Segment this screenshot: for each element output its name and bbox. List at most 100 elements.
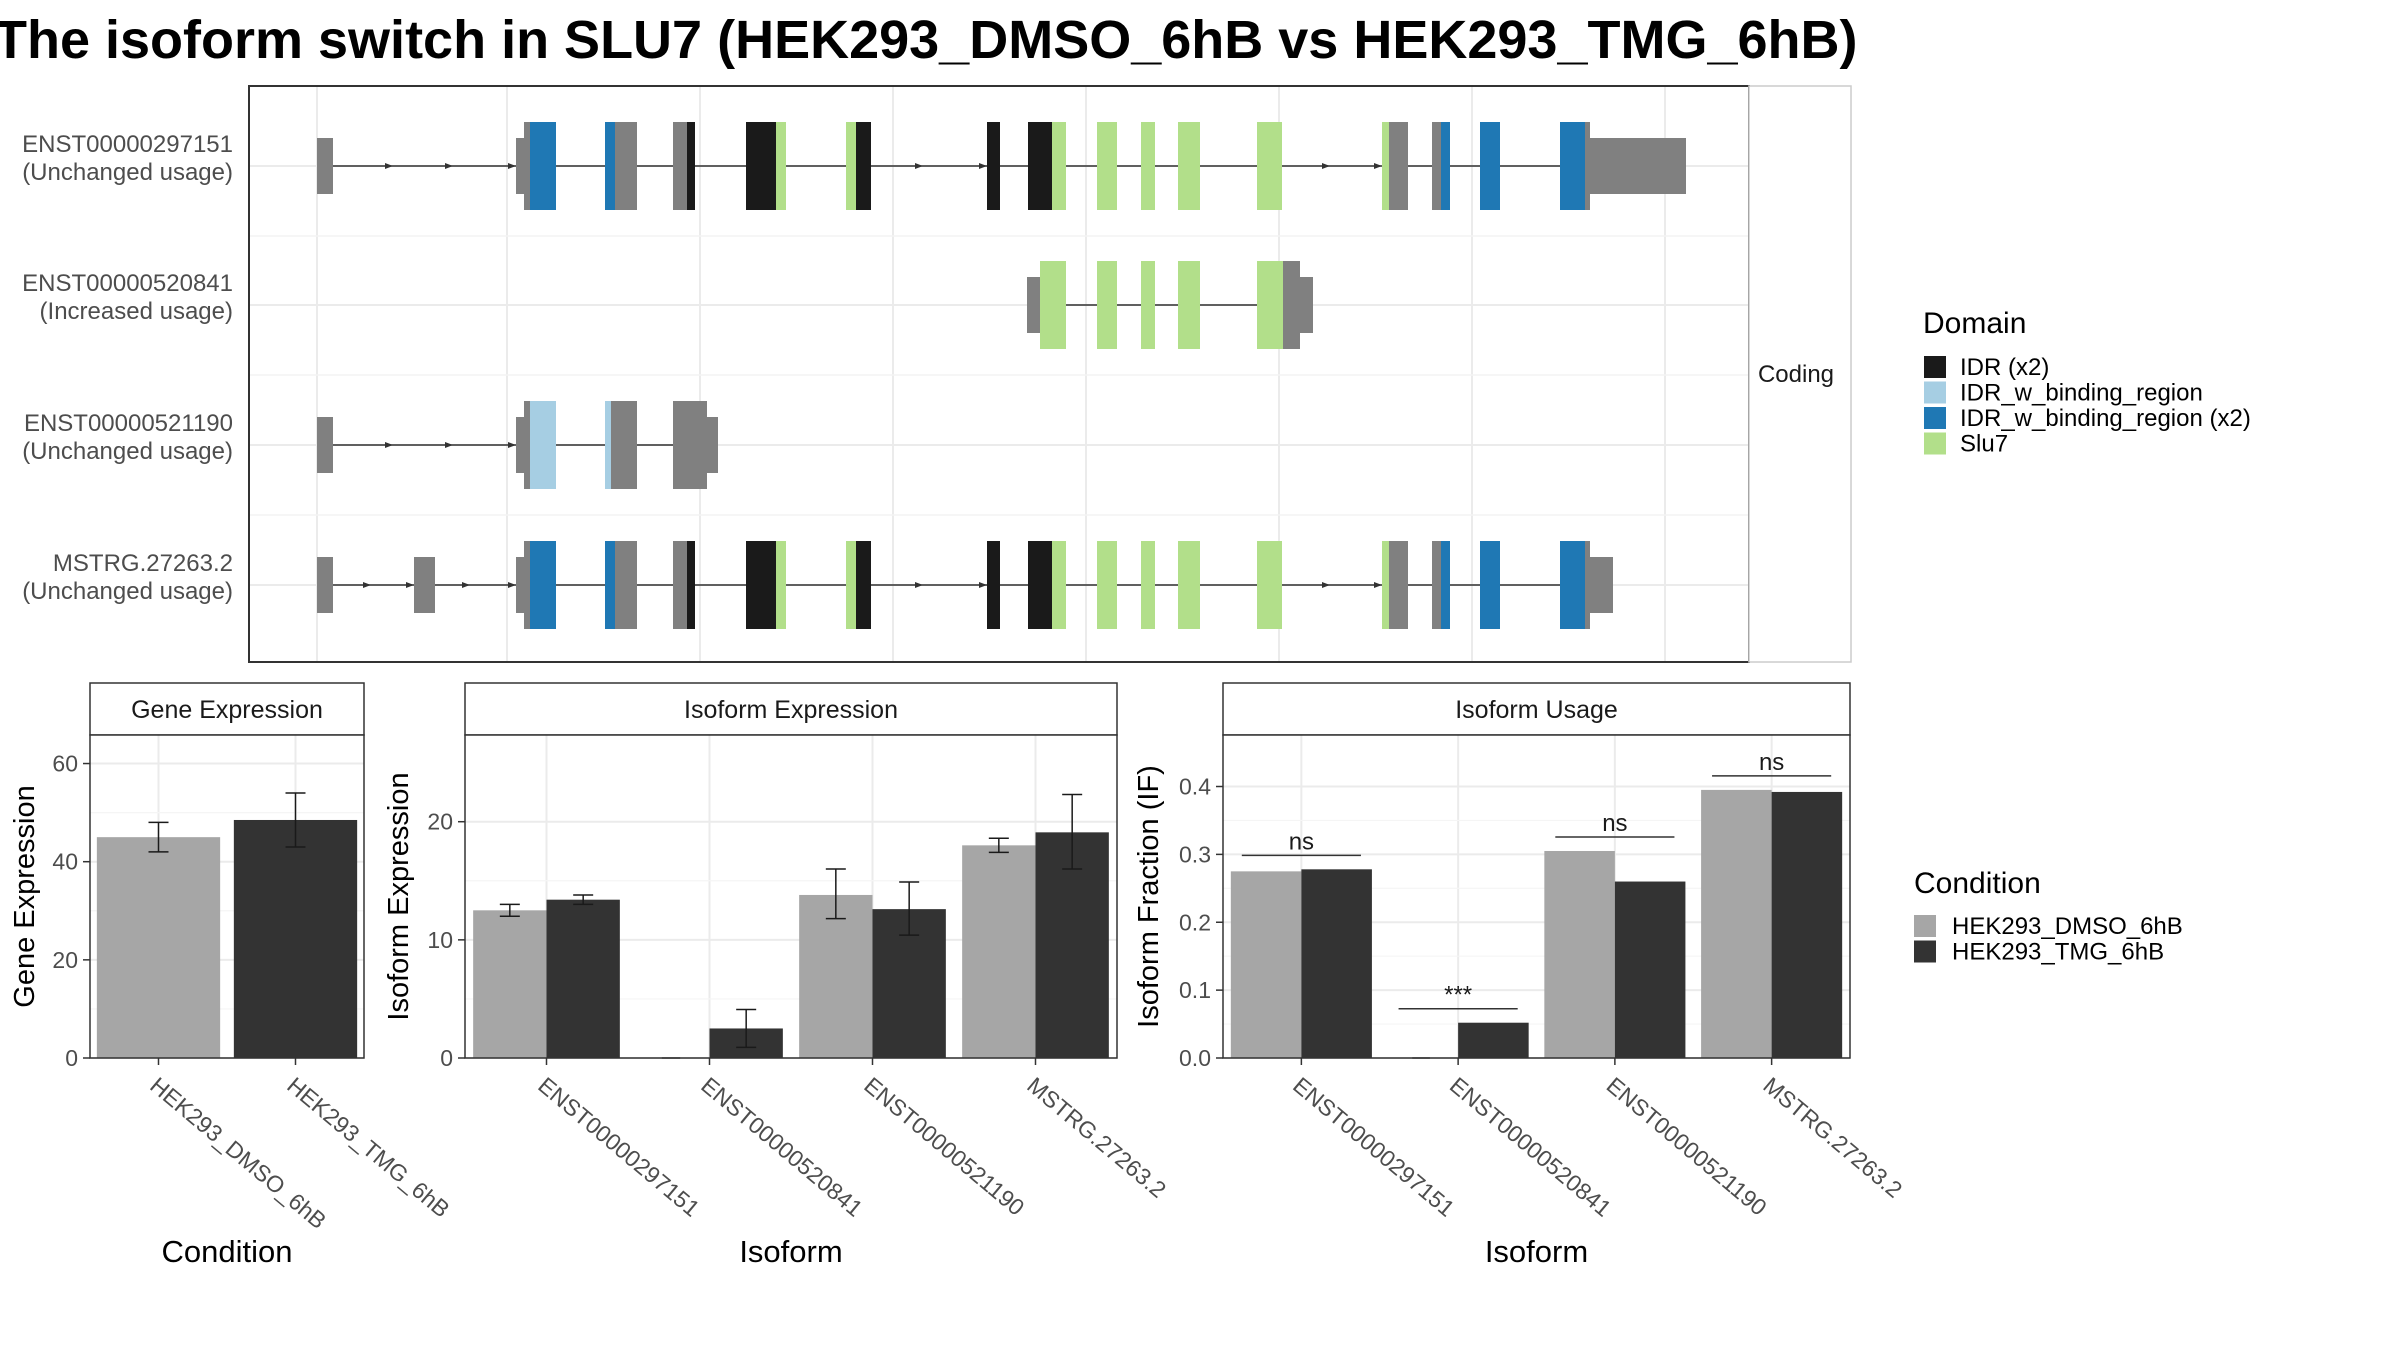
exon-block bbox=[317, 138, 333, 194]
exon-block bbox=[1097, 541, 1117, 629]
transcript-usage-label: (Unchanged usage) bbox=[22, 159, 233, 186]
domain-legend-items: IDR (x2)IDR_w_binding_regionIDR_w_bindin… bbox=[1924, 354, 2251, 458]
bar bbox=[1301, 869, 1372, 1058]
exon-block bbox=[1480, 122, 1500, 210]
panel-title: Isoform Usage bbox=[1455, 696, 1618, 724]
condition-legend-label: HEK293_DMSO_6hB bbox=[1952, 913, 2183, 940]
x-tick-label: ENST00000520841 bbox=[696, 1072, 868, 1222]
exon-block bbox=[1257, 541, 1282, 629]
exon-block bbox=[524, 541, 530, 629]
exon-block bbox=[1052, 541, 1066, 629]
x-tick-label: MSTRG.27263.2 bbox=[1758, 1072, 1907, 1203]
bar bbox=[473, 910, 547, 1058]
exon-block bbox=[746, 122, 776, 210]
panel-strip bbox=[1222, 682, 1851, 736]
exon-block bbox=[687, 122, 695, 210]
exon-block bbox=[605, 541, 615, 629]
exon-block bbox=[516, 138, 524, 194]
panel-strip bbox=[464, 682, 1118, 736]
exon-block bbox=[1141, 541, 1155, 629]
condition-legend-key bbox=[1914, 915, 1936, 937]
transcript-id-label: MSTRG.27263.2 bbox=[53, 550, 233, 577]
isoform-usage-panel: Isoform Usage 0.0 0.1 0.2 0.3 0.4 ns ENST000002… bbox=[1133, 682, 1907, 1269]
exon-block bbox=[1389, 122, 1408, 210]
transcript-row-ENST00000297151 bbox=[317, 122, 1686, 210]
y-axis-title: Isoform Fraction (IF) bbox=[1133, 765, 1165, 1028]
domain-legend-key bbox=[1924, 381, 1946, 404]
exon-block bbox=[1382, 122, 1389, 210]
exon-block bbox=[516, 557, 524, 613]
transcript-row-ENST00000521190 bbox=[317, 401, 718, 489]
exon-block bbox=[611, 401, 637, 489]
transcript-usage-label: (Increased usage) bbox=[40, 298, 233, 325]
exon-block bbox=[1283, 261, 1300, 349]
x-tick-label: ENST00000520841 bbox=[1445, 1072, 1617, 1222]
transcript-id-label: ENST00000520841 bbox=[22, 270, 233, 297]
y-tick-label: 40 bbox=[52, 849, 78, 875]
exon-block bbox=[1257, 261, 1283, 349]
exon-block bbox=[856, 541, 871, 629]
exon-block bbox=[1028, 122, 1052, 210]
bar bbox=[1458, 1022, 1529, 1058]
exon-block bbox=[524, 401, 530, 489]
exon-block bbox=[530, 401, 556, 489]
domain-legend-title: Domain bbox=[1923, 307, 2026, 340]
y-tick-label: 0 bbox=[65, 1045, 78, 1071]
exon-block bbox=[1432, 541, 1441, 629]
exon-block bbox=[317, 557, 333, 613]
x-tick-label: ENST00000521190 bbox=[1602, 1072, 1772, 1221]
condition-legend-title: Condition bbox=[1914, 867, 2041, 900]
x-axis-title: Condition bbox=[162, 1234, 293, 1269]
exon-block bbox=[673, 541, 687, 629]
significance-label: ns bbox=[1289, 828, 1314, 855]
intron-arrow bbox=[385, 442, 393, 448]
exon-block bbox=[1027, 277, 1040, 333]
exon-block bbox=[530, 122, 556, 210]
exon-block bbox=[987, 122, 1000, 210]
bar bbox=[1035, 832, 1109, 1058]
exon-block bbox=[1178, 122, 1200, 210]
exon-block bbox=[1257, 122, 1282, 210]
intron-arrow bbox=[508, 582, 516, 588]
transcript-row-ENST00000520841 bbox=[1027, 261, 1313, 349]
intron-arrow bbox=[915, 163, 923, 169]
structure-rows bbox=[317, 122, 1686, 629]
x-axis-title: Isoform bbox=[739, 1234, 842, 1269]
intron-arrow bbox=[915, 582, 923, 588]
significance-label: ns bbox=[1602, 810, 1627, 837]
intron-arrow bbox=[406, 582, 414, 588]
transcript-id-label: ENST00000297151 bbox=[22, 131, 233, 158]
transcript-usage-label: (Unchanged usage) bbox=[22, 438, 233, 465]
domain-legend: Domain IDR (x2)IDR_w_binding_regionIDR_w… bbox=[1923, 307, 2251, 458]
domain-legend-label: IDR_w_binding_region bbox=[1960, 380, 2203, 407]
intron-arrow bbox=[445, 442, 453, 448]
x-tick-label: ENST00000297151 bbox=[1288, 1072, 1460, 1222]
isoform-expression-panel: Isoform Expression01020ENST00000297151EN… bbox=[383, 682, 1171, 1269]
intron-arrow bbox=[1322, 582, 1330, 588]
exon-block bbox=[1141, 261, 1155, 349]
x-axis-title: Isoform bbox=[1485, 1234, 1588, 1269]
intron-arrow bbox=[363, 582, 371, 588]
intron-arrow bbox=[385, 163, 393, 169]
bar bbox=[1771, 791, 1843, 1058]
x-tick-label: ENST00000521190 bbox=[859, 1072, 1029, 1221]
y-tick-label: 20 bbox=[52, 947, 78, 973]
bar bbox=[96, 837, 221, 1058]
exon-block bbox=[615, 122, 637, 210]
intron-arrow bbox=[508, 163, 516, 169]
exon-block bbox=[1178, 261, 1200, 349]
main-title: The isoform switch in SLU7 (HEK293_DMSO_… bbox=[0, 10, 1857, 70]
bar bbox=[799, 894, 873, 1058]
coding-strip-label: Coding bbox=[1758, 361, 1834, 388]
exon-block bbox=[1141, 122, 1155, 210]
exon-block bbox=[746, 541, 776, 629]
exon-block bbox=[605, 401, 611, 489]
y-tick-label: 0.4 bbox=[1179, 774, 1211, 800]
exon-block bbox=[317, 417, 333, 473]
intron-arrow bbox=[1322, 163, 1330, 169]
intron-arrow bbox=[979, 582, 987, 588]
exon-block bbox=[516, 417, 524, 473]
transcript-usage-label: (Unchanged usage) bbox=[22, 578, 233, 605]
y-tick-label: 0.0 bbox=[1179, 1045, 1211, 1071]
